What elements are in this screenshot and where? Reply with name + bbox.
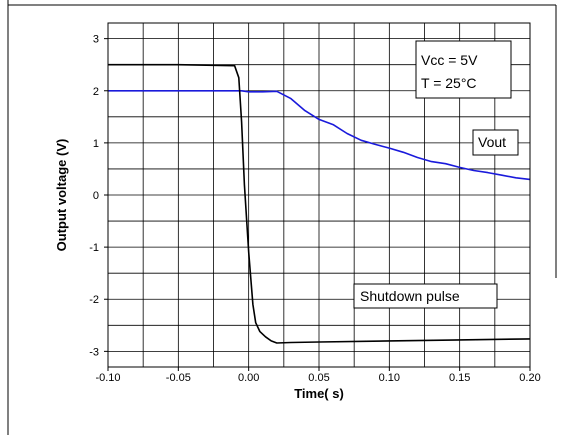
- conditions-annotation: Vcc = 5V T = 25°C: [415, 40, 512, 99]
- conditions-box: [415, 40, 512, 99]
- y-tick-label: -2: [89, 294, 99, 306]
- x-tick-labels: -0.10 -0.05 0.00 0.05 0.10 0.15 0.20: [95, 372, 540, 384]
- x-tick-label: 0.00: [238, 372, 259, 384]
- x-axis-label: Time( s): [294, 386, 344, 401]
- shutdown-pulse-series-line: [108, 63, 531, 344]
- vout-series-line: [108, 90, 531, 181]
- y-tick-label: -3: [89, 346, 99, 358]
- series-layer: [108, 63, 531, 344]
- conditions-temp-text: T = 25°C: [421, 75, 477, 91]
- y-tick-label: 2: [93, 86, 99, 98]
- shutdown-annotation: Shutdown pulse: [353, 283, 498, 309]
- vout-annotation: Vout: [472, 129, 519, 156]
- y-tick-label: 1: [93, 138, 99, 150]
- y-tick-label: 0: [93, 190, 99, 202]
- y-tick-labels: -3 -2 -1 0 1 2 3: [89, 34, 99, 359]
- x-tick-label: 0.20: [519, 372, 540, 384]
- vout-label-box: [472, 129, 519, 156]
- shutdown-label-box: [353, 283, 498, 309]
- x-tick-label: 0.15: [449, 372, 470, 384]
- x-tick-label: -0.10: [95, 372, 120, 384]
- conditions-vcc-text: Vcc = 5V: [421, 52, 478, 68]
- ticks: [104, 38, 531, 371]
- x-tick-label: 0.05: [308, 372, 329, 384]
- y-tick-label: 3: [93, 34, 99, 46]
- x-tick-label: 0.10: [379, 372, 400, 384]
- vout-label-text: Vout: [478, 134, 506, 150]
- y-tick-label: -1: [89, 242, 99, 254]
- shutdown-label-text: Shutdown pulse: [360, 288, 460, 304]
- y-axis-label: Output voltage (V): [54, 139, 69, 252]
- x-tick-label: -0.05: [166, 372, 191, 384]
